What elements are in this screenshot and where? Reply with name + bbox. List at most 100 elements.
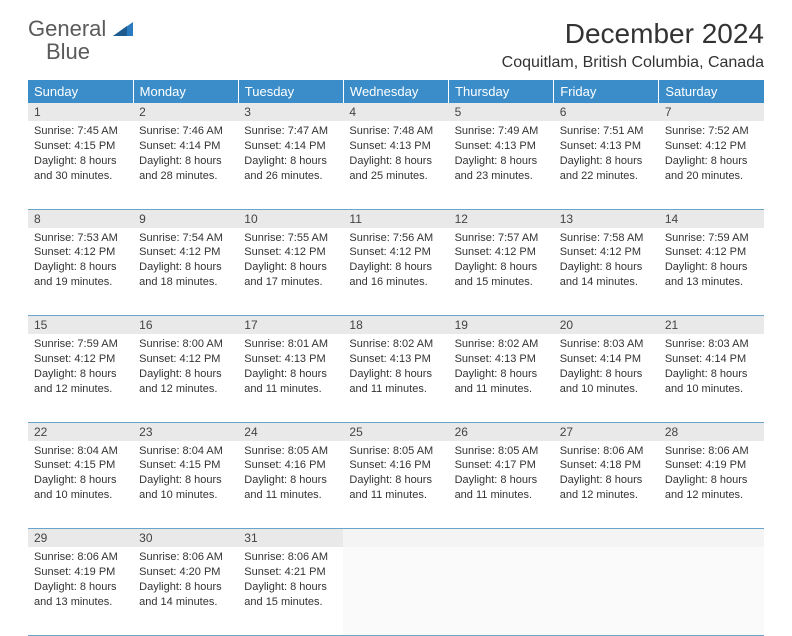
day-number-cell: 9 [133,209,238,228]
day-number-cell: 27 [554,422,659,441]
day-dl1: Daylight: 8 hours [560,260,653,275]
day-content-cell: Sunrise: 7:45 AMSunset: 4:15 PMDaylight:… [28,121,133,209]
day-sunset: Sunset: 4:16 PM [244,458,337,473]
day-number-cell: 2 [133,103,238,121]
day-content-cell: Sunrise: 7:48 AMSunset: 4:13 PMDaylight:… [343,121,448,209]
day-number-cell: 11 [343,209,448,228]
day-content-cell: Sunrise: 8:06 AMSunset: 4:19 PMDaylight:… [28,547,133,635]
day-number-cell: 20 [554,316,659,335]
day-sunset: Sunset: 4:12 PM [560,245,653,260]
day-dl1: Daylight: 8 hours [455,260,548,275]
day-sunrise: Sunrise: 7:54 AM [139,231,232,246]
day-sunrise: Sunrise: 7:48 AM [349,124,442,139]
day-content-row: Sunrise: 7:45 AMSunset: 4:15 PMDaylight:… [28,121,764,209]
day-dl1: Daylight: 8 hours [560,154,653,169]
day-dl2: and 23 minutes. [455,169,548,184]
day-sunrise: Sunrise: 8:04 AM [139,444,232,459]
day-sunrise: Sunrise: 8:00 AM [139,337,232,352]
day-sunset: Sunset: 4:12 PM [34,245,127,260]
day-dl1: Daylight: 8 hours [244,154,337,169]
day-dl2: and 11 minutes. [455,382,548,397]
day-dl2: and 12 minutes. [34,382,127,397]
weekday-header: Thursday [449,80,554,103]
day-content-row: Sunrise: 7:59 AM Sunset: 4:12 PM Daylight:… [28,334,764,422]
day-sunset: Sunset: 4:16 PM [349,458,442,473]
day-dl2: and 14 minutes. [139,595,232,610]
day-dl1: Daylight: 8 hours [665,367,758,382]
day-sunset: Sunset: 4:12 PM [349,245,442,260]
day-content-cell: Sunrise: 8:06 AMSunset: 4:21 PMDaylight:… [238,547,343,635]
day-number-cell: 10 [238,209,343,228]
day-dl1: Daylight: 8 hours [560,473,653,488]
day-dl2: and 12 minutes. [560,488,653,503]
day-sunset: Sunset: 4:13 PM [560,139,653,154]
day-dl2: and 10 minutes. [560,382,653,397]
day-sunset: Sunset: 4:12 PM [139,352,232,367]
day-content-cell: Sunrise: 8:05 AMSunset: 4:16 PMDaylight:… [238,441,343,529]
day-number-cell: 17 [238,316,343,335]
day-content-cell: Sunrise: 8:02 AMSunset: 4:13 PMDaylight:… [343,334,448,422]
day-sunset: Sunset: 4:12 PM [139,245,232,260]
day-dl1: Daylight: 8 hours [665,154,758,169]
day-number-cell: 12 [449,209,554,228]
day-sunrise: Sunrise: 7:47 AM [244,124,337,139]
day-sunset: Sunset: 4:15 PM [139,458,232,473]
day-dl1: Daylight: 8 hours [455,367,548,382]
day-content-cell: Sunrise: 7:58 AMSunset: 4:12 PMDaylight:… [554,228,659,316]
day-dl2: and 10 minutes. [139,488,232,503]
day-dl2: and 11 minutes. [349,382,442,397]
day-content-cell [659,547,764,635]
day-dl2: and 10 minutes. [34,488,127,503]
day-number-cell: 21 [659,316,764,335]
day-dl1: Daylight: 8 hours [244,367,337,382]
day-content-cell: Sunrise: 7:55 AMSunset: 4:12 PMDaylight:… [238,228,343,316]
day-dl2: and 11 minutes. [244,382,337,397]
weekday-header: Tuesday [238,80,343,103]
day-sunset: Sunset: 4:12 PM [665,245,758,260]
day-sunrise: Sunrise: 8:03 AM [665,337,758,352]
day-number-cell [449,529,554,548]
day-dl1: Daylight: 8 hours [139,473,232,488]
weekday-header: Monday [133,80,238,103]
day-dl1: Daylight: 8 hours [349,260,442,275]
day-sunrise: Sunrise: 8:03 AM [560,337,653,352]
day-dl1: Daylight: 8 hours [139,154,232,169]
day-number-cell: 16 [133,316,238,335]
weekday-header: Sunday [28,80,133,103]
day-content-cell: Sunrise: 7:49 AMSunset: 4:13 PMDaylight:… [449,121,554,209]
brand-line1: General [28,16,106,41]
day-content-row: Sunrise: 8:04 AMSunset: 4:15 PMDaylight:… [28,441,764,529]
day-content-cell: Sunrise: 8:06 AMSunset: 4:20 PMDaylight:… [133,547,238,635]
day-number-cell: 13 [554,209,659,228]
day-content-cell: Sunrise: 8:03 AMSunset: 4:14 PMDaylight:… [659,334,764,422]
day-sunrise: Sunrise: 7:59 AM [34,337,127,352]
day-dl1: Daylight: 8 hours [665,260,758,275]
day-dl2: and 11 minutes. [455,488,548,503]
day-dl1: Daylight: 8 hours [244,580,337,595]
day-sunrise: Sunrise: 8:01 AM [244,337,337,352]
day-dl1: Daylight: 8 hours [349,473,442,488]
day-dl1: Daylight: 8 hours [455,473,548,488]
day-content-cell [554,547,659,635]
day-sunrise: Sunrise: 8:04 AM [34,444,127,459]
day-content-cell: Sunrise: 7:47 AMSunset: 4:14 PMDaylight:… [238,121,343,209]
day-content-cell: Sunrise: 8:01 AMSunset: 4:13 PMDaylight:… [238,334,343,422]
location-subtitle: Coquitlam, British Columbia, Canada [502,54,764,72]
day-dl1: Daylight: 8 hours [139,580,232,595]
day-number-cell: 5 [449,103,554,121]
weekday-header: Wednesday [343,80,448,103]
day-number-cell: 29 [28,529,133,548]
day-content-cell: Sunrise: 8:05 AMSunset: 4:16 PMDaylight:… [343,441,448,529]
calendar-table: Sunday Monday Tuesday Wednesday Thursday… [28,80,764,636]
brand-line2: Blue [46,39,90,64]
day-dl2: and 12 minutes. [665,488,758,503]
day-sunrise: Sunrise: 7:56 AM [349,231,442,246]
day-sunrise: Sunrise: 8:06 AM [560,444,653,459]
day-number-row: 22232425262728 [28,422,764,441]
day-dl2: and 28 minutes. [139,169,232,184]
day-dl1: Daylight: 8 hours [349,367,442,382]
day-dl2: and 15 minutes. [455,275,548,290]
day-dl2: and 12 minutes. [139,382,232,397]
day-sunrise: Sunrise: 8:02 AM [455,337,548,352]
day-dl2: and 16 minutes. [349,275,442,290]
